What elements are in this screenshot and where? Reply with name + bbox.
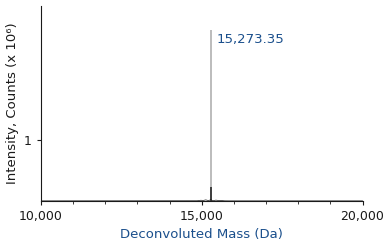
X-axis label: Deconvoluted Mass (Da): Deconvoluted Mass (Da) — [121, 228, 283, 242]
Y-axis label: Intensity, Counts (x 10⁶): Intensity, Counts (x 10⁶) — [5, 22, 19, 184]
Text: 15,273.35: 15,273.35 — [216, 33, 284, 46]
